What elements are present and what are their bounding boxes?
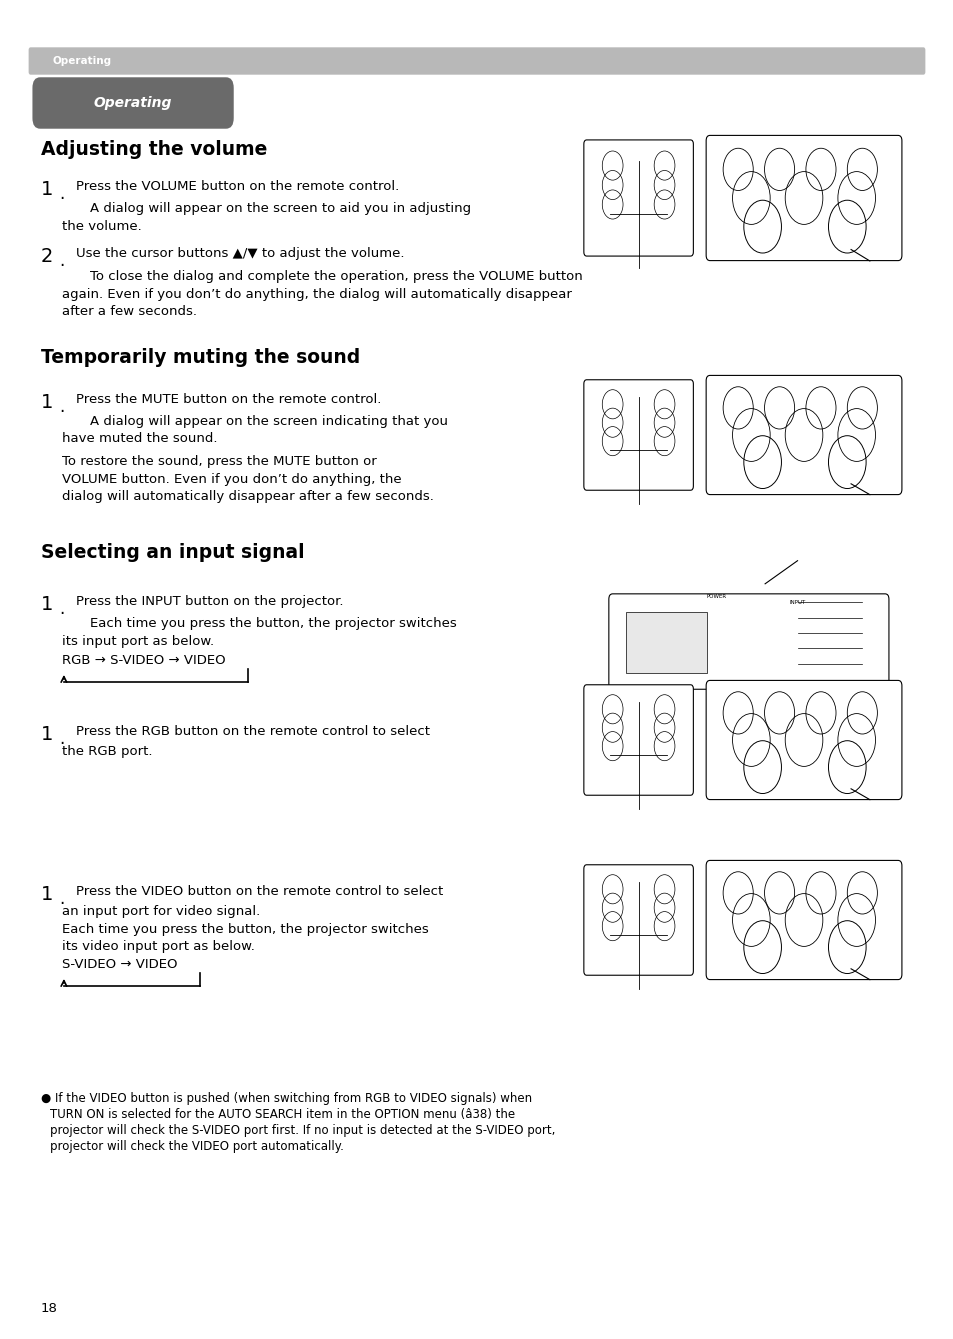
Text: 1: 1 (41, 394, 53, 412)
FancyBboxPatch shape (705, 861, 901, 980)
Text: Each time you press the button, the projector switches: Each time you press the button, the proj… (62, 923, 428, 936)
Text: Temporarily muting the sound: Temporarily muting the sound (41, 348, 360, 367)
Text: To close the dialog and complete the operation, press the VOLUME button: To close the dialog and complete the ope… (90, 270, 582, 283)
Text: TURN ON is selected for the AUTO SEARCH item in the OPTION menu (â38) the: TURN ON is selected for the AUTO SEARCH … (50, 1107, 515, 1121)
Text: projector will check the VIDEO port automatically.: projector will check the VIDEO port auto… (50, 1139, 343, 1153)
Text: dialog will automatically disappear after a few seconds.: dialog will automatically disappear afte… (62, 490, 434, 503)
FancyBboxPatch shape (583, 380, 693, 490)
Text: A dialog will appear on the screen to aid you in adjusting: A dialog will appear on the screen to ai… (90, 202, 471, 216)
Text: again. Even if you don’t do anything, the dialog will automatically disappear: again. Even if you don’t do anything, th… (62, 288, 571, 301)
FancyBboxPatch shape (705, 375, 901, 494)
Text: its input port as below.: its input port as below. (62, 635, 213, 648)
Text: Press the MUTE button on the remote control.: Press the MUTE button on the remote cont… (76, 394, 381, 406)
Text: Each time you press the button, the projector switches: Each time you press the button, the proj… (90, 617, 456, 631)
FancyBboxPatch shape (608, 595, 888, 690)
Text: Operating: Operating (52, 56, 112, 66)
Text: .: . (59, 730, 65, 749)
Text: 1: 1 (41, 179, 53, 200)
Text: Press the VOLUME button on the remote control.: Press the VOLUME button on the remote co… (76, 179, 399, 193)
Text: 2: 2 (41, 246, 53, 266)
Text: the volume.: the volume. (62, 220, 142, 233)
FancyBboxPatch shape (583, 139, 693, 256)
Text: have muted the sound.: have muted the sound. (62, 432, 217, 445)
Text: 1: 1 (41, 724, 53, 744)
Text: Press the INPUT button on the projector.: Press the INPUT button on the projector. (76, 595, 343, 608)
Text: .: . (59, 399, 65, 416)
Text: VOLUME button. Even if you don’t do anything, the: VOLUME button. Even if you don’t do anyt… (62, 473, 401, 486)
Text: Selecting an input signal: Selecting an input signal (41, 544, 304, 562)
Text: Operating: Operating (93, 96, 172, 110)
Text: INPUT: INPUT (788, 600, 805, 605)
Text: .: . (59, 252, 65, 270)
Text: Adjusting the volume: Adjusting the volume (41, 141, 267, 159)
Text: after a few seconds.: after a few seconds. (62, 305, 197, 317)
Text: S-VIDEO → VIDEO: S-VIDEO → VIDEO (62, 957, 177, 971)
Text: Press the VIDEO button on the remote control to select: Press the VIDEO button on the remote con… (76, 885, 443, 898)
Text: .: . (59, 600, 65, 619)
Text: .: . (59, 890, 65, 908)
FancyBboxPatch shape (705, 135, 901, 261)
Text: the RGB port.: the RGB port. (62, 744, 152, 758)
Text: projector will check the S-VIDEO port first. If no input is detected at the S-VI: projector will check the S-VIDEO port fi… (50, 1123, 555, 1137)
Text: its video input port as below.: its video input port as below. (62, 940, 254, 953)
Text: RGB → S-VIDEO → VIDEO: RGB → S-VIDEO → VIDEO (62, 653, 226, 667)
Text: 18: 18 (41, 1302, 58, 1315)
Text: POWER: POWER (705, 593, 726, 599)
Text: Use the cursor buttons ▲/▼ to adjust the volume.: Use the cursor buttons ▲/▼ to adjust the… (76, 246, 404, 260)
FancyBboxPatch shape (583, 684, 693, 795)
Text: 1: 1 (41, 885, 53, 904)
Text: 1: 1 (41, 595, 53, 615)
Text: .: . (59, 185, 65, 204)
FancyBboxPatch shape (32, 78, 233, 129)
Text: A dialog will appear on the screen indicating that you: A dialog will appear on the screen indic… (90, 415, 447, 428)
Text: To restore the sound, press the MUTE button or: To restore the sound, press the MUTE but… (62, 455, 376, 469)
Text: an input port for video signal.: an input port for video signal. (62, 905, 260, 919)
Text: ● If the VIDEO button is pushed (when switching from RGB to VIDEO signals) when: ● If the VIDEO button is pushed (when sw… (41, 1093, 532, 1105)
FancyBboxPatch shape (583, 865, 693, 975)
Text: Press the RGB button on the remote control to select: Press the RGB button on the remote contr… (76, 724, 430, 738)
FancyBboxPatch shape (705, 680, 901, 799)
FancyBboxPatch shape (29, 47, 924, 75)
Bar (625, 612, 706, 674)
